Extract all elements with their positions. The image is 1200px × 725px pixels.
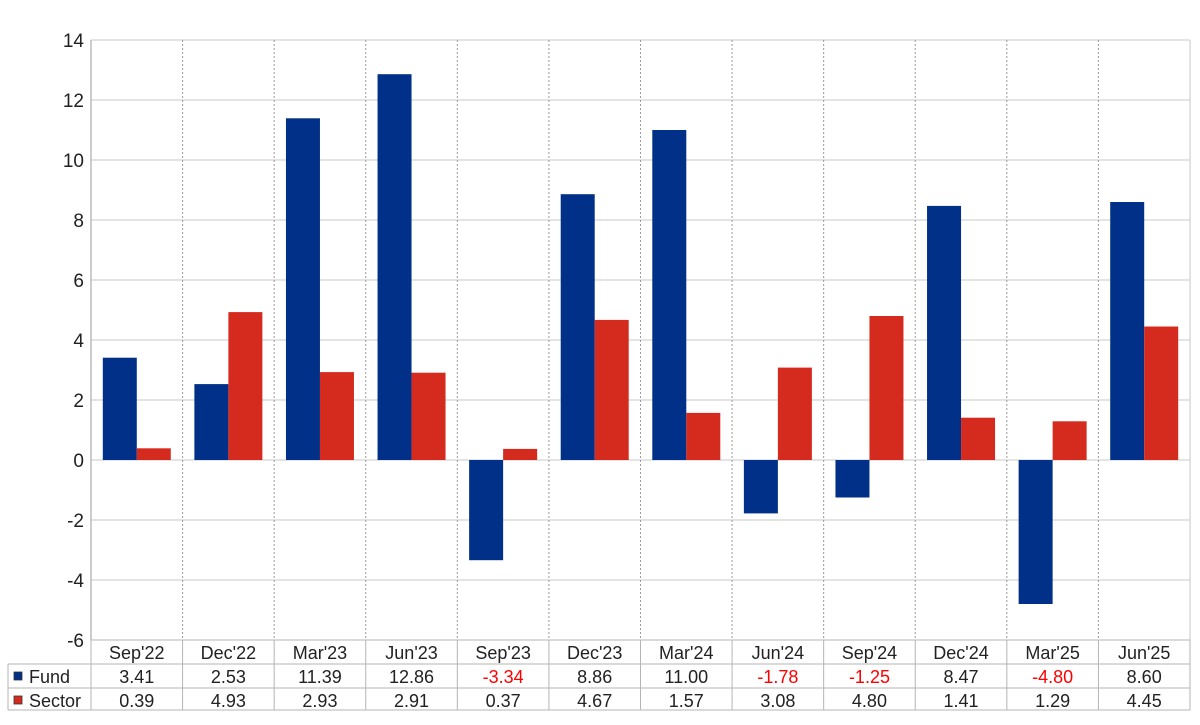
x-tick-label: Mar'23 (293, 643, 347, 663)
data-label-sector: 0.39 (119, 691, 154, 711)
data-label-fund: 8.86 (577, 667, 612, 687)
bar-sector (136, 448, 171, 460)
y-tick-label: 4 (73, 331, 84, 352)
data-label-fund: 8.47 (944, 667, 979, 687)
data-label-sector: 1.57 (669, 691, 704, 711)
y-tick-label: -4 (67, 571, 84, 592)
data-label-fund: -4.80 (1032, 667, 1073, 687)
y-tick-label: 2 (73, 391, 84, 412)
legend-swatch-fund (13, 671, 23, 681)
data-label-fund: 3.41 (119, 667, 154, 687)
y-tick-label: -6 (67, 631, 84, 652)
bar-fund (560, 194, 595, 460)
bar-fund (469, 460, 504, 561)
bar-sector (228, 312, 263, 460)
bar-fund (927, 205, 962, 460)
bar-fund (652, 130, 687, 460)
bar-sector (686, 412, 721, 460)
data-label-sector: 4.80 (852, 691, 887, 711)
bar-fund (194, 384, 229, 460)
data-label-fund: 11.00 (664, 667, 708, 687)
bar-sector (961, 417, 996, 460)
data-table: Sep'22 Dec'22 Mar'23 Jun'23 Sep'23 Dec'23 Mar'… (7, 639, 1191, 711)
bar-fund (377, 74, 412, 460)
bar-sector (411, 372, 446, 460)
y-tick-label: 10 (63, 151, 84, 172)
y-tick-label: 14 (63, 31, 85, 52)
x-tick-label: Dec'24 (933, 643, 988, 663)
y-tick-label: -2 (67, 511, 84, 532)
data-label-fund: -3.34 (483, 667, 524, 687)
y-tick-label: 0 (73, 451, 84, 472)
data-label-sector: 1.29 (1035, 691, 1070, 711)
x-tick-label: Jun'25 (1118, 643, 1170, 663)
bar-fund (1018, 460, 1053, 604)
bars (102, 74, 1179, 604)
data-label-sector: 4.93 (211, 691, 246, 711)
data-label-fund: -1.25 (849, 667, 890, 687)
x-tick-label: Mar'24 (659, 643, 713, 663)
legend-swatch-sector (13, 695, 23, 705)
bar-fund (102, 357, 137, 460)
data-label-sector: 1.41 (944, 691, 979, 711)
data-label-sector: 2.93 (302, 691, 337, 711)
data-label-sector: 4.45 (1127, 691, 1162, 711)
data-label-fund: 12.86 (389, 667, 434, 687)
data-label-sector: 0.37 (486, 691, 521, 711)
y-tick-label: 8 (73, 211, 84, 232)
legend-label-fund: Fund (29, 667, 70, 687)
bar-sector (1052, 421, 1087, 460)
bar-sector (594, 319, 629, 460)
x-tick-label: Sep'24 (842, 643, 898, 663)
x-tick-label: Sep'23 (475, 643, 531, 663)
axes: 14 12 10 8 6 4 2 0 -2 -4 -6 (63, 31, 1191, 652)
x-tick-label: Dec'22 (201, 643, 256, 663)
bar-sector (1144, 326, 1179, 460)
bar-sector (777, 367, 812, 460)
data-label-sector: 2.91 (394, 691, 429, 711)
y-tick-label: 6 (73, 271, 84, 292)
data-label-fund: -1.78 (757, 667, 798, 687)
x-tick-label: Sep'22 (109, 643, 165, 663)
bar-fund (835, 460, 870, 498)
bar-sector (319, 372, 354, 460)
x-tick-label: Dec'23 (567, 643, 622, 663)
data-label-fund: 8.60 (1127, 667, 1162, 687)
y-tick-label: 12 (63, 91, 84, 112)
bar-sector (503, 448, 538, 460)
bar-fund (1110, 202, 1145, 460)
x-tick-label: Mar'25 (1025, 643, 1079, 663)
bar-fund (285, 118, 320, 461)
bar-fund (743, 460, 778, 514)
legend-label-sector: Sector (29, 691, 81, 711)
data-label-fund: 2.53 (211, 667, 246, 687)
data-label-fund: 11.39 (298, 667, 342, 687)
data-label-sector: 3.08 (760, 691, 795, 711)
bar-sector (869, 316, 904, 460)
x-tick-label: Jun'24 (752, 643, 804, 663)
data-label-sector: 4.67 (577, 691, 612, 711)
x-tick-label: Jun'23 (385, 643, 437, 663)
